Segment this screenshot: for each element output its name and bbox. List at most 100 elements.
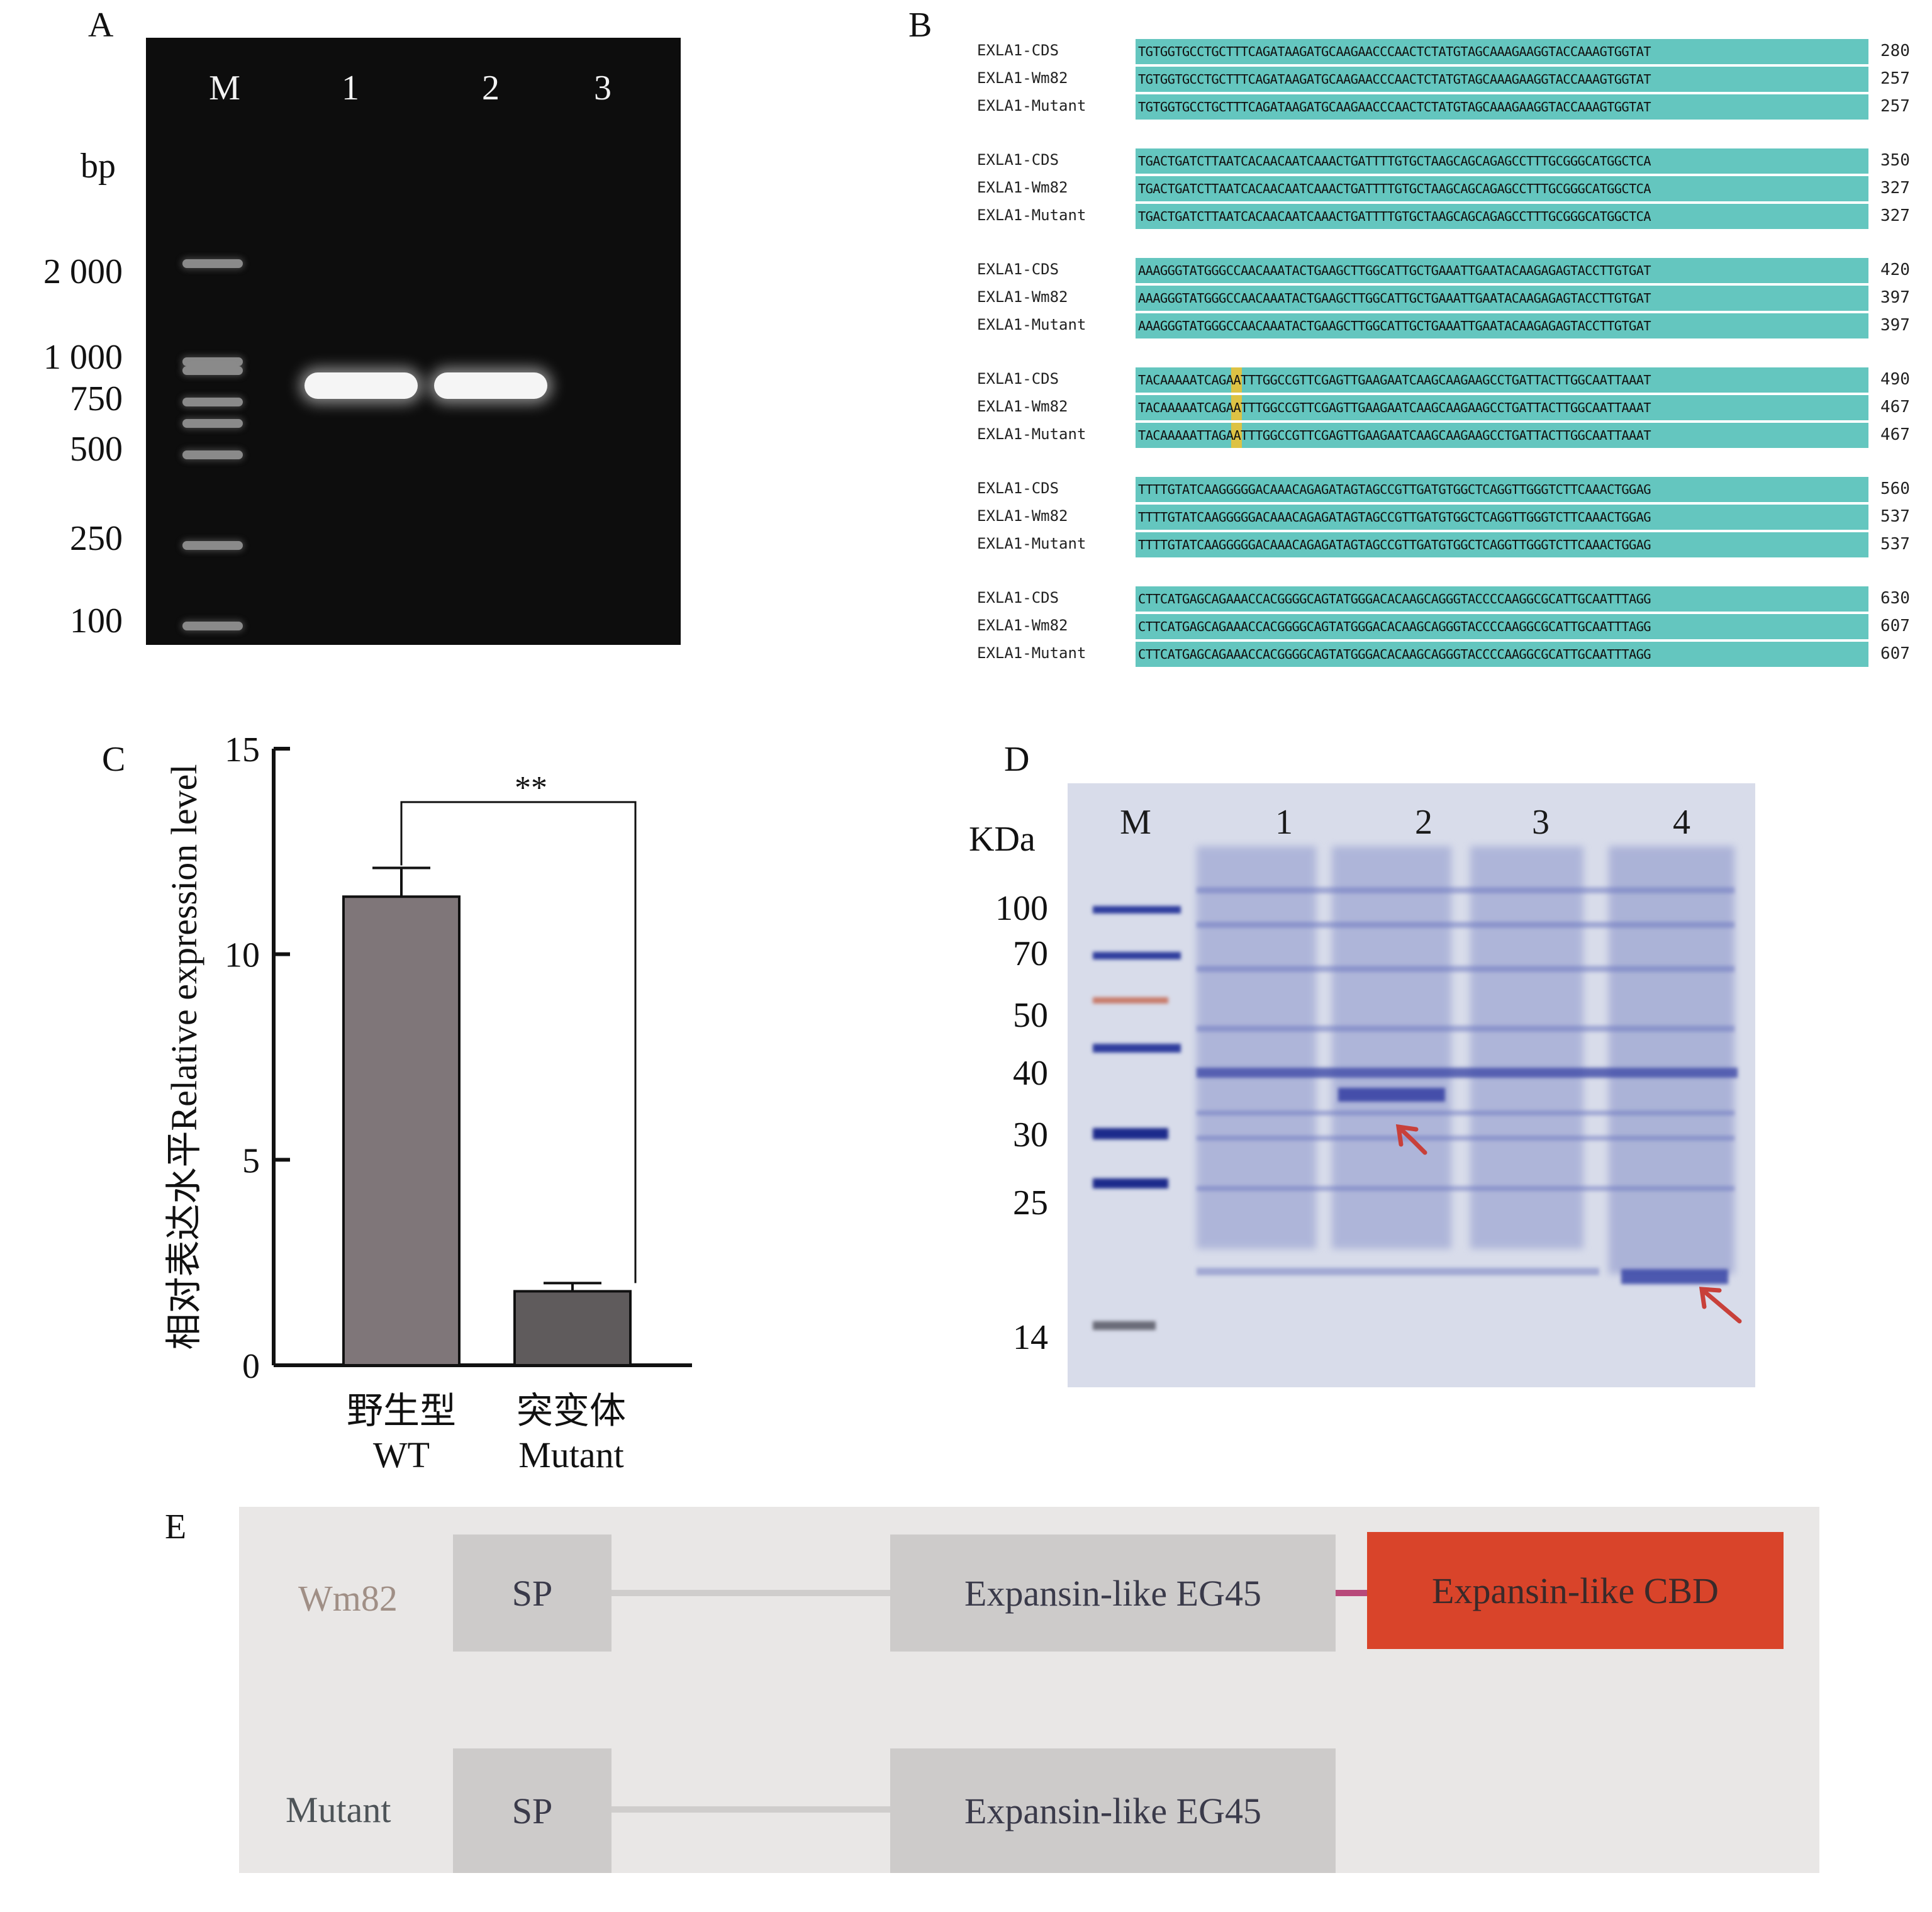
gel-band (1197, 887, 1734, 893)
ladder-band (182, 398, 243, 406)
alignment-sequence-name: EXLA1-Mutant (977, 97, 1086, 115)
induced-band-lane-4 (1621, 1269, 1728, 1284)
alignment-position: 397 (1880, 288, 1910, 307)
ladder-band (182, 366, 243, 375)
alignment-position: 280 (1880, 42, 1910, 60)
marker-band-100 (1093, 906, 1181, 914)
alignment-sequence-text: TGTGGTGCCTGCTTTCAGATAAGATGCAAGAACCCAACTC… (1138, 72, 1651, 87)
alignment-sequence-text: CTTCATGAGCAGAAACCACGGGGCAGTATGGGACACAAGC… (1138, 647, 1651, 662)
panel-d-letter: D (1004, 740, 1030, 779)
alignment-sequence-text: CTTCATGAGCAGAAACCACGGGGCAGTATGGGACACAAGC… (1138, 619, 1651, 634)
gel-lane-smear (1332, 846, 1451, 1249)
snp-highlight (1231, 423, 1242, 448)
marker-band-30 (1093, 1128, 1168, 1139)
alignment-row: EXLA1-Wm82 CTTCATGAGCAGAAACCACGGGGCAGTATG… (977, 614, 1921, 639)
alignment-sequence-name: EXLA1-CDS (977, 260, 1059, 278)
ladder-band (182, 541, 243, 550)
alignment-sequence-text: AAAGGGTATGGGCCAACAAATACTGAAGCTTGGCATTGCT… (1138, 318, 1651, 333)
alignment-sequence-name: EXLA1-Mutant (977, 644, 1086, 662)
gel-lane-label-2: 2 (482, 69, 500, 108)
alignment-sequence-text: TACAAAAATCAGAATTTGGCCGTTCGAGTTGAAGAATCAA… (1138, 372, 1651, 388)
category-label-mutant: 突变体 Mutant (517, 1381, 626, 1476)
alignment-sequence-text: AAAGGGTATGGGCCAACAAATACTGAAGCTTGGCATTGCT… (1138, 291, 1651, 306)
panel-a-letter: A (88, 6, 114, 45)
gel-band-40kda (1197, 1068, 1738, 1078)
alignment-position: 607 (1880, 617, 1910, 635)
alignment-sequence: TACAAAAATCAGAATTTGGCCGTTCGAGTTGAAGAATCAA… (1136, 395, 1868, 420)
alignment-sequence-text: TTTTGTATCAAGGGGGACAAACAGAGATAGTAGCCGTTGA… (1138, 510, 1651, 525)
alignment-position: 420 (1880, 260, 1910, 279)
alignment-sequence-name: EXLA1-Wm82 (977, 179, 1068, 196)
sds-lane-label-4: 4 (1673, 803, 1690, 842)
alignment-sequence-name: EXLA1-Mutant (977, 206, 1086, 224)
sds-lane-label-1: 1 (1275, 803, 1293, 842)
sds-lane-label-3: 3 (1532, 803, 1550, 842)
alignment-sequence: TGACTGATCTTAATCACAACAATCAAACTGATTTTGTGCT… (1136, 204, 1868, 229)
alignment-sequence-name: EXLA1-Wm82 (977, 507, 1068, 525)
panel-b-letter: B (908, 6, 932, 45)
arrow-lane-2 (1410, 1138, 1427, 1155)
alignment-position: 327 (1880, 206, 1910, 225)
alignment-sequence-text: TGACTGATCTTAATCACAACAATCAAACTGATTTTGTGCT… (1138, 209, 1651, 224)
alignment-row: EXLA1-Wm82 TGTGGTGCCTGCTTTCAGATAAGATGCAAG… (977, 67, 1921, 92)
alignment-sequence-text: TGTGGTGCCTGCTTTCAGATAAGATGCAAGAACCCAACTC… (1138, 99, 1651, 115)
bp-label-2000: 2 000 (43, 252, 123, 291)
category-label-wt-en: WT (372, 1434, 430, 1475)
alignment-row: EXLA1-Mutant TGACTGATCTTAATCACAACAATCAAAC… (977, 204, 1921, 229)
gel-band (1197, 1268, 1599, 1275)
alignment-sequence-name: EXLA1-Wm82 (977, 398, 1068, 415)
marker-band-70 (1093, 952, 1181, 959)
alignment-row: EXLA1-Mutant TACAAAAATTAGAATTTGGCCGTTCGAG… (977, 423, 1921, 448)
snp-highlight (1231, 367, 1242, 393)
alignment-position: 607 (1880, 644, 1910, 663)
alignment-sequence-text: TTTTGTATCAAGGGGGACAAACAGAGATAGTAGCCGTTGA… (1138, 537, 1651, 552)
alignment-row: EXLA1-Wm82 TACAAAAATCAGAATTTGGCCGTTCGAGTT… (977, 395, 1921, 420)
alignment-sequence-text: TGACTGATCTTAATCACAACAATCAAACTGATTTTGTGCT… (1138, 181, 1651, 196)
alignment-sequence: TTTTGTATCAAGGGGGACAAACAGAGATAGTAGCCGTTGA… (1136, 477, 1868, 502)
alignment-sequence: AAAGGGTATGGGCCAACAAATACTGAAGCTTGGCATTGCT… (1136, 258, 1868, 283)
arrow-lane-2-shaft (1397, 1126, 1415, 1143)
alignment-sequence-name: EXLA1-Wm82 (977, 288, 1068, 306)
gel-band (1197, 1136, 1734, 1141)
ladder-band (182, 450, 243, 459)
marker-band-orange (1093, 997, 1168, 1004)
alignment-sequence: CTTCATGAGCAGAAACCACGGGGCAGTATGGGACACAAGC… (1136, 614, 1868, 639)
sp-domain-mutant: SP (453, 1748, 611, 1873)
alignment-row: EXLA1-Wm82 TTTTGTATCAAGGGGGACAAACAGAGATAG… (977, 505, 1921, 530)
alignment-sequence: TGACTGATCTTAATCACAACAATCAAACTGATTTTGTGCT… (1136, 176, 1868, 201)
sds-page-bands (1093, 846, 1742, 1330)
alignment-position: 350 (1880, 151, 1910, 170)
panel-c-letter: C (102, 740, 126, 779)
alignment-position: 257 (1880, 97, 1910, 116)
kda-label-14: 14 (1013, 1318, 1048, 1357)
marker-band-25 (1093, 1178, 1168, 1188)
alignment-sequence-text: TACAAAAATCAGAATTTGGCCGTTCGAGTTGAAGAATCAA… (1138, 400, 1651, 415)
alignment-row: EXLA1-Mutant CTTCATGAGCAGAAACCACGGGGCAGTA… (977, 642, 1921, 667)
gel-lane-label-1: 1 (342, 69, 359, 108)
alignment-sequence-name: EXLA1-CDS (977, 589, 1059, 607)
alignment-sequence: TACAAAAATCAGAATTTGGCCGTTCGAGTTGAAGAATCAA… (1136, 367, 1868, 393)
alignment-position: 537 (1880, 507, 1910, 526)
bp-unit-label: bp (81, 147, 116, 186)
snp-highlight (1231, 395, 1242, 420)
marker-band-14 (1093, 1321, 1156, 1330)
kda-label-50: 50 (1013, 996, 1048, 1035)
panel-e-letter: E (165, 1507, 187, 1546)
y-tick-label: 5 (242, 1141, 260, 1180)
linker-cbd (1336, 1590, 1367, 1596)
alignment-sequence-name: EXLA1-Wm82 (977, 69, 1068, 87)
alignment-sequence: TTTTGTATCAAGGGGGACAAACAGAGATAGTAGCCGTTGA… (1136, 505, 1868, 530)
gel-band (1197, 966, 1734, 972)
gel-lane-label-m: M (209, 69, 240, 108)
alignment-row: EXLA1-Mutant TTTTGTATCAAGGGGGACAAACAGAGAT… (977, 532, 1921, 557)
gel-lane-label-3: 3 (594, 69, 611, 108)
alignment-sequence: TTTTGTATCAAGGGGGACAAACAGAGATAGTAGCCGTTGA… (1136, 532, 1868, 557)
ladder-band (182, 357, 243, 366)
y-tick-label: 15 (225, 730, 260, 769)
bar (342, 895, 461, 1367)
alignment-row: EXLA1-CDS TGACTGATCTTAATCACAACAATCAAACTGA… (977, 148, 1921, 174)
alignment-row: EXLA1-CDS TTTTGTATCAAGGGGGACAAACAGAGATAGT… (977, 477, 1921, 502)
alignment-sequence-text: TGTGGTGCCTGCTTTCAGATAAGATGCAAGAACCCAACTC… (1138, 44, 1651, 59)
alignment-position: 257 (1880, 69, 1910, 88)
category-label-wt: 野生型 WT (347, 1381, 456, 1476)
